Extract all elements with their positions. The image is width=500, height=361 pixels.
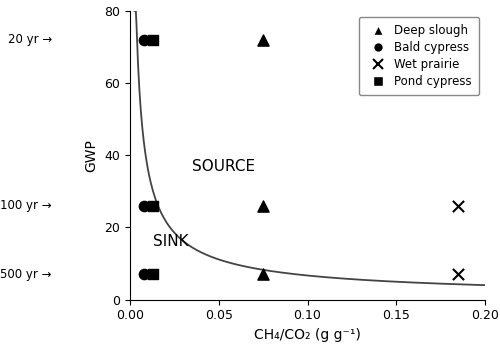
Point [140, 271, 148, 277]
Text: SOURCE: SOURCE [192, 158, 256, 174]
Point [454, 203, 462, 209]
Point [259, 203, 267, 209]
Text: 100 yr →: 100 yr → [0, 199, 52, 212]
Point [140, 203, 148, 209]
Point [149, 37, 157, 43]
Point [149, 203, 157, 209]
Y-axis label: GWP: GWP [84, 139, 98, 172]
Legend: Deep slough, Bald cypress, Wet prairie, Pond cypress: Deep slough, Bald cypress, Wet prairie, … [359, 17, 479, 95]
Text: SINK: SINK [153, 234, 188, 249]
Point [149, 271, 157, 277]
Point [454, 37, 462, 43]
Point [454, 271, 462, 277]
Point [259, 271, 267, 277]
Text: 20 yr →: 20 yr → [8, 33, 52, 46]
Point [259, 37, 267, 43]
Point [140, 37, 148, 43]
Text: 500 yr →: 500 yr → [0, 268, 52, 281]
X-axis label: CH₄/CO₂ (g g⁻¹): CH₄/CO₂ (g g⁻¹) [254, 328, 361, 342]
